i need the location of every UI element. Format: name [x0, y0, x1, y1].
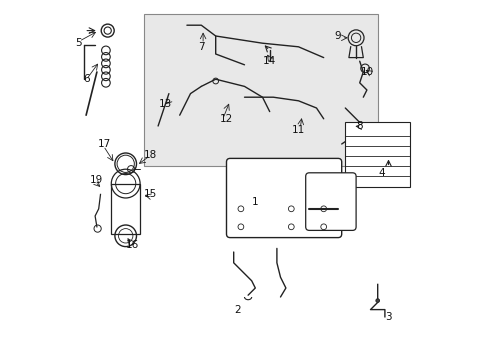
Text: 9: 9 — [334, 31, 341, 41]
Text: 17: 17 — [97, 139, 110, 149]
Bar — [111, 184, 140, 234]
Circle shape — [375, 299, 379, 302]
Text: 15: 15 — [144, 189, 157, 199]
Text: 7: 7 — [198, 42, 204, 52]
Text: 18: 18 — [144, 150, 157, 160]
Text: 4: 4 — [377, 168, 384, 178]
Text: 8: 8 — [356, 121, 362, 131]
Text: 14: 14 — [263, 56, 276, 66]
Text: 11: 11 — [291, 125, 305, 135]
Text: 2: 2 — [234, 305, 240, 315]
Text: 1: 1 — [251, 197, 258, 207]
Text: 12: 12 — [220, 114, 233, 124]
Text: 19: 19 — [90, 175, 103, 185]
Text: 6: 6 — [82, 74, 89, 84]
Text: 13: 13 — [158, 99, 172, 109]
Text: 3: 3 — [385, 312, 391, 322]
Text: 10: 10 — [360, 67, 373, 77]
Text: 16: 16 — [126, 240, 139, 250]
Bar — [345, 122, 409, 187]
Text: 5: 5 — [76, 38, 82, 48]
FancyBboxPatch shape — [226, 158, 341, 238]
FancyBboxPatch shape — [305, 173, 355, 230]
FancyBboxPatch shape — [143, 14, 377, 166]
